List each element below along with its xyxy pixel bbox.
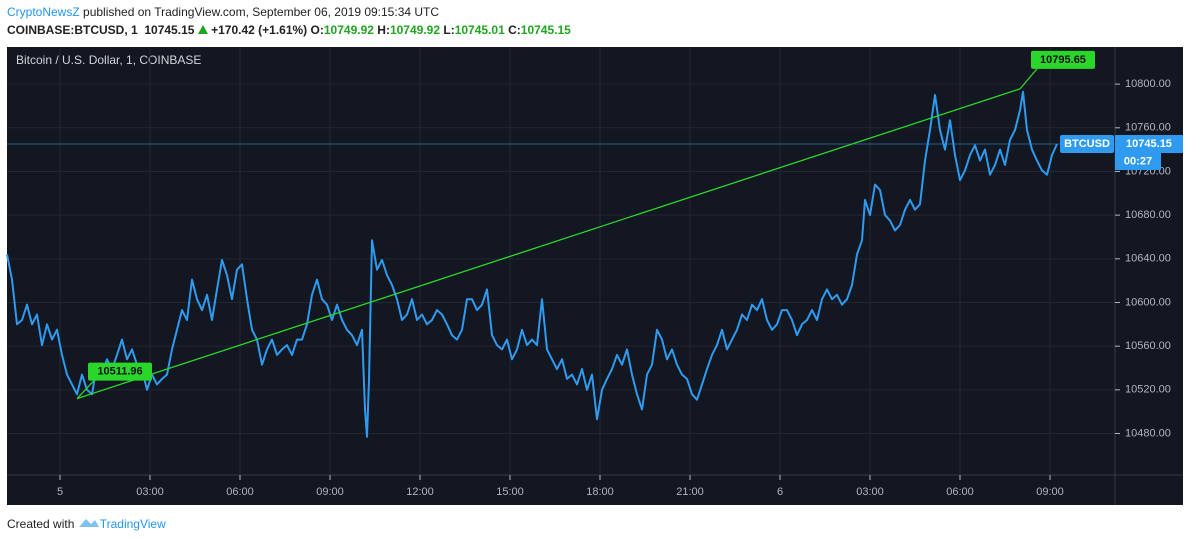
published: published on TradingView.com, September …: [83, 5, 440, 19]
x-tick-label: 12:00: [406, 486, 434, 498]
ohlc-label: C:: [508, 23, 521, 37]
y-tick-label: 10520.00: [1125, 384, 1171, 396]
y-tick-label: 10720.00: [1125, 165, 1171, 177]
author[interactable]: CryptoNewsZ: [7, 5, 80, 19]
chart-title: Bitcoin / U.S. Dollar, 1, COINBASE: [16, 53, 201, 67]
ohlc-value: 10749.92: [323, 23, 374, 37]
chart-background: [7, 47, 1183, 505]
price-tag: [1115, 135, 1183, 154]
y-tick-label: 10480.00: [1125, 427, 1171, 439]
header-quote: COINBASE:BTCUSD, 1 10745.15 +170.42 (+1.…: [7, 23, 571, 37]
symbol-tag-text: BTCUSD: [1064, 138, 1110, 150]
ohlc-value: 10745.15: [520, 23, 571, 37]
ohlc-label: H:: [377, 23, 390, 37]
x-tick-label: 09:00: [316, 486, 344, 498]
x-tick-label: 21:00: [676, 486, 704, 498]
annotation-label: 10795.65: [1040, 54, 1086, 66]
annotation-box: [1031, 50, 1095, 69]
x-tick-label: 15:00: [496, 486, 524, 498]
x-tick-label: 18:00: [586, 486, 614, 498]
change: +170.42 (+1.61%): [211, 23, 308, 37]
x-tick-label: 03:00: [136, 486, 164, 498]
ohlc-label: O:: [310, 23, 324, 37]
y-tick-label: 10600.00: [1125, 296, 1171, 308]
header-line: CryptoNewsZ published on TradingView.com…: [7, 5, 439, 19]
x-tick-label: 5: [57, 486, 63, 498]
x-tick-label: 06:00: [946, 486, 974, 498]
ohlc-label: L:: [443, 23, 455, 37]
x-tick-label: 06:00: [226, 486, 254, 498]
x-tick-label: 6: [777, 486, 783, 498]
price-tag-text: 10745.15: [1126, 138, 1172, 150]
price-line: [6, 90, 1058, 438]
trend-line: [76, 88, 1021, 400]
ohlc-value: 10745.01: [454, 23, 505, 37]
symbol-tag: [1060, 135, 1114, 154]
footer: Created with TradingView: [7, 516, 166, 531]
ohlc-c: C:10745.15: [508, 23, 571, 37]
annotation-box: [88, 362, 152, 381]
ohlc-h: H:10749.92: [377, 23, 440, 37]
ohlc-o: O:10749.92: [311, 23, 374, 37]
logo: [78, 519, 99, 527]
x-tick-label: 09:00: [1036, 486, 1064, 498]
y-tick-label: 10680.00: [1125, 209, 1171, 221]
ohlc-l: L:10745.01: [443, 23, 504, 37]
price: 10745.15: [144, 23, 195, 37]
ohlc-value: 10749.92: [389, 23, 441, 37]
countdown-text: 00:27: [1124, 155, 1152, 167]
y-tick-label: 10760.00: [1125, 122, 1171, 134]
countdown-tag: [1115, 153, 1161, 171]
footer-text: Created with: [7, 517, 75, 531]
x-tick-label: 03:00: [856, 486, 884, 498]
y-tick-label: 10560.00: [1125, 340, 1171, 352]
annotation-label: 10511.96: [97, 366, 142, 378]
y-tick-label: 10640.00: [1125, 253, 1171, 265]
brand[interactable]: TradingView: [99, 517, 166, 531]
symbol: COINBASE:BTCUSD, 1: [7, 23, 138, 37]
annotation-pointer: [1019, 68, 1038, 90]
annotation-pointer: [76, 380, 95, 400]
y-tick-label: 10800.00: [1125, 78, 1171, 90]
up-arrow: [197, 25, 208, 34]
